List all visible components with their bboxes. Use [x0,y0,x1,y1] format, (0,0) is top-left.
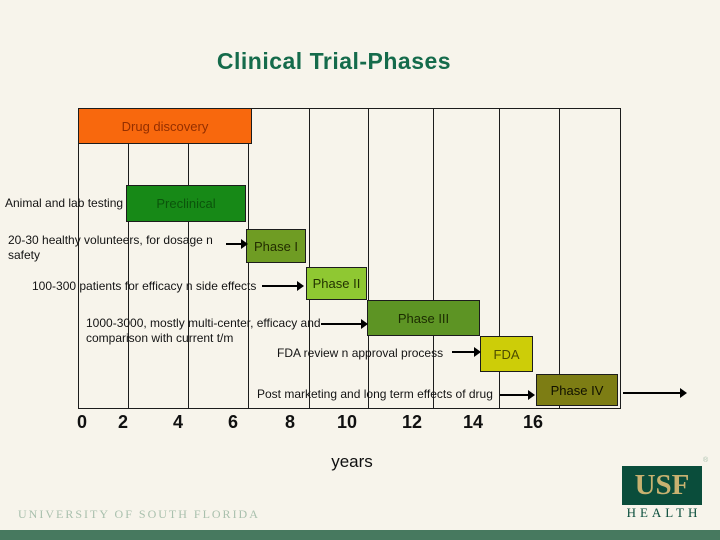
axis-tick: 4 [172,412,184,432]
registered-trademark-icon: ® [703,457,709,464]
annotation-phase-ii: 100-300 patients for efficacy n side eff… [32,279,257,293]
arrow-after-phase-iv-icon [623,388,687,398]
gridline [309,109,310,408]
annotation-fda: FDA review n approval process [277,346,444,360]
gridline [368,109,369,408]
annotation-phase-iv: Post marketing and long term effects of … [257,387,493,401]
arrow-to-phase-iii-icon [321,319,368,329]
footer-bar [0,530,720,540]
gridline [128,109,129,408]
usf-watermark: UNIVERSITY OF SOUTH FLORIDA [18,507,260,521]
annotation-phase-iii: 1000-3000, mostly multi-center, efficacy… [86,316,321,345]
arrow-to-phase-i-icon [226,239,248,249]
phase-bar-phase-i: Phase I [246,229,306,263]
phase-bar-phase-ii: Phase II [306,267,367,300]
phase-bar-preclinical: Preclinical [126,185,246,222]
axis-tick: 16 [522,412,544,432]
axis-tick: 6 [227,412,239,432]
phase-bar-phase-iv: Phase IV [536,374,618,406]
arrow-to-phase-ii-icon [262,281,304,291]
gridline [433,109,434,408]
axis-tick: 0 [76,412,88,432]
annotation-preclinical: Animal and lab testing [5,196,124,210]
gridline [499,109,500,408]
axis-tick: 14 [462,412,484,432]
phase-bar-phase-iii: Phase III [367,300,480,336]
usf-health-label: HEALTH [626,505,702,520]
axis-tick: 2 [117,412,129,432]
slide-title: Clinical Trial-Phases [216,48,452,74]
arrow-to-phase-iv-icon [500,390,535,400]
gridline [188,109,189,408]
axis-tick: 10 [336,412,358,432]
gridline [559,109,560,408]
usf-logo: USF [622,466,702,505]
arrow-to-fda-icon [452,347,481,357]
axis-tick: 12 [401,412,423,432]
axis-tick: 8 [284,412,296,432]
phase-bar-drug-discovery: Drug discovery [78,108,252,144]
annotation-phase-i: 20-30 healthy volunteers, for dosage n s… [8,233,213,262]
axis-label-years: years [331,452,373,471]
phase-bar-fda: FDA [480,336,533,372]
